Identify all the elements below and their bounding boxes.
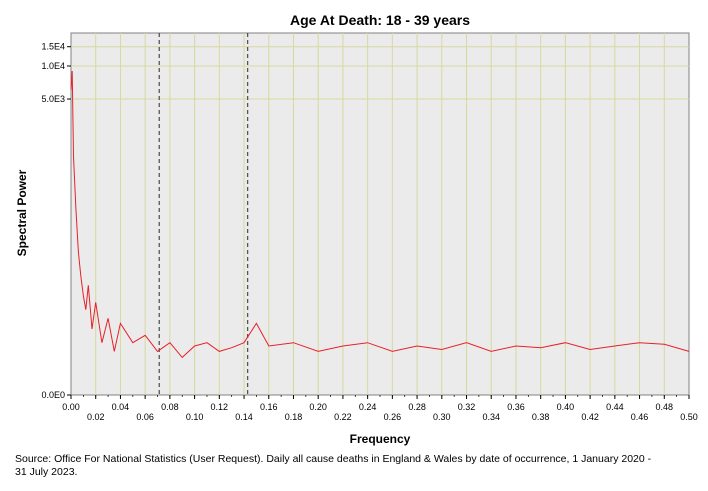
x-tick-label: 0.20 [309,402,327,412]
x-tick-label: 0.24 [359,402,377,412]
x-tick-label: 0.16 [260,402,278,412]
y-axis: 1.5E4 1.0E4 5.0E3 0.0E0 [41,42,71,400]
grid-lines [71,33,689,395]
y-tick-label: 0.0E0 [41,390,65,400]
x-tick-label: 0.12 [211,402,229,412]
x-tick-label: 0.44 [606,402,624,412]
chart: Age At Death: 18 - 39 years 0.00 0.04 0.08… [15,12,698,446]
chart-title: Age At Death: 18 - 39 years [290,12,470,28]
x-axis: 0.00 0.04 0.08 0.12 0.16 0.20 0.24 0.28 0.32 0.36… [62,395,698,422]
x-axis-title: Frequency [350,432,411,446]
x-tick-label: 0.26 [384,412,402,422]
x-tick-label: 0.18 [285,412,303,422]
plot-background [70,32,690,396]
x-tick-label: 0.48 [656,402,674,412]
x-tick-label: 0.28 [408,402,426,412]
x-tick-label: 0.06 [136,412,154,422]
source-note: Source: Office For National Statistics (… [15,453,652,478]
y-tick-label: 1.5E4 [41,42,65,52]
x-tick-label: 0.00 [62,402,80,412]
y-axis-title: Spectral Power [15,169,29,256]
x-tick-label: 0.40 [557,402,575,412]
x-tick-label: 0.50 [680,412,698,422]
x-tick-label: 0.32 [458,402,476,412]
x-tick-label: 0.42 [581,412,599,422]
x-tick-label: 0.34 [482,412,500,422]
x-tick-label: 0.36 [507,402,525,412]
x-tick-label: 0.10 [186,412,204,422]
x-tick-label: 0.46 [631,412,649,422]
x-tick-label: 0.30 [433,412,451,422]
y-tick-label: 5.0E3 [41,94,65,104]
x-tick-label: 0.08 [161,402,179,412]
x-tick-label: 0.02 [87,412,105,422]
x-tick-label: 0.14 [235,412,253,422]
series-line [70,70,690,359]
x-tick-label: 0.38 [532,412,550,422]
x-tick-label: 0.22 [334,412,352,422]
y-tick-label: 1.0E4 [41,61,65,71]
reference-lines [158,33,249,395]
series-layer [70,70,690,359]
x-tick-label: 0.04 [112,402,130,412]
